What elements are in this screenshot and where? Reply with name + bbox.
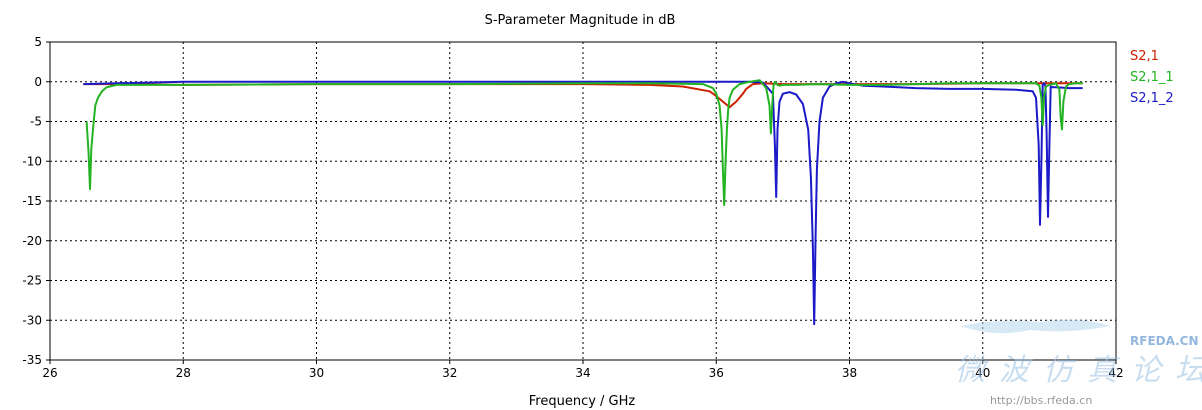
- y-tick-label: -35: [22, 353, 42, 367]
- legend-entry-3: S2,1_2: [1130, 91, 1174, 106]
- x-tick-label: 38: [842, 366, 857, 380]
- x-tick-label: 32: [442, 366, 457, 380]
- watermark-chinese: 微波仿真论坛: [955, 353, 1202, 388]
- watermark-url: http://bbs.rfeda.cn: [990, 394, 1092, 407]
- x-tick-label: 42: [1108, 366, 1123, 380]
- x-tick-label: 26: [42, 366, 57, 380]
- watermark-brand: RFEDA.CN: [1130, 334, 1199, 348]
- y-tick-label: -20: [22, 234, 42, 248]
- y-tick-label: -5: [30, 115, 42, 129]
- watermark-bird-icon: [960, 319, 1110, 334]
- legend-entry-2: S2,1_1: [1130, 70, 1174, 85]
- y-tick-label: -30: [22, 313, 42, 327]
- x-axis-label: Frequency / GHz: [529, 394, 636, 409]
- chart-title: S-Parameter Magnitude in dB: [485, 13, 676, 28]
- axes: 26 28 30 32 34 36 38 40 42 5 0 -5 -10 -15 -20 -25 -30 -35: [22, 35, 1123, 380]
- y-tick-label: -10: [22, 154, 42, 168]
- x-tick-label: 34: [575, 366, 590, 380]
- x-tick-label: 30: [309, 366, 324, 380]
- series-layer: [83, 79, 1083, 326]
- series-line-3: [83, 80, 1083, 326]
- legend: S2,1 S2,1_1 S2,1_2: [1130, 49, 1174, 106]
- grid: [50, 42, 1116, 360]
- x-tick-label: 36: [709, 366, 724, 380]
- series-line-2: [85, 79, 1083, 206]
- plot-frame: [49, 41, 1117, 361]
- x-tick-label: 40: [975, 366, 990, 380]
- y-tick-label: 0: [34, 75, 42, 89]
- legend-entry-1: S2,1: [1130, 49, 1159, 64]
- y-tick-label: -15: [22, 194, 42, 208]
- watermark: RFEDA.CN 微波仿真论坛 http://bbs.rfeda.cn: [955, 319, 1202, 407]
- y-tick-label: -25: [22, 274, 42, 288]
- x-tick-label: 28: [176, 366, 191, 380]
- y-tick-label: 5: [34, 35, 42, 49]
